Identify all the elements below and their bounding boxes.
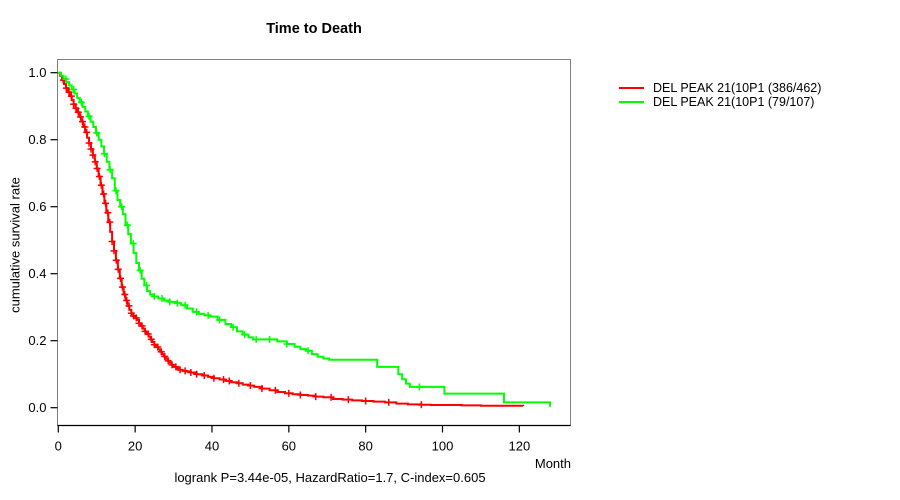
- legend-label-group2: DEL PEAK 21(10P1 (79/107): [653, 95, 815, 109]
- svg-text:20: 20: [128, 439, 142, 454]
- svg-text:1.0: 1.0: [28, 65, 46, 80]
- legend-label-group1: DEL PEAK 21(10P1 (386/462): [653, 81, 822, 95]
- legend-line-red: [619, 86, 644, 90]
- svg-text:120: 120: [508, 439, 530, 454]
- legend: DEL PEAK 21(10P1 (386/462) DEL PEAK 21(1…: [619, 81, 821, 109]
- svg-text:60: 60: [282, 439, 296, 454]
- svg-text:0.6: 0.6: [28, 199, 46, 214]
- legend-item-group2: DEL PEAK 21(10P1 (79/107): [619, 95, 821, 109]
- stats-annotation: logrank P=3.44e-05, HazardRatio=1.7, C-i…: [174, 470, 486, 485]
- svg-text:0.2: 0.2: [28, 333, 46, 348]
- y-axis-label: cumulative survival rate: [7, 177, 23, 313]
- svg-text:40: 40: [205, 439, 219, 454]
- svg-text:0.0: 0.0: [28, 400, 46, 415]
- svg-text:0.8: 0.8: [28, 132, 46, 147]
- legend-line-green: [619, 100, 644, 104]
- svg-text:0.4: 0.4: [28, 266, 46, 281]
- svg-text:80: 80: [358, 439, 372, 454]
- x-axis-label: Month: [534, 456, 571, 471]
- svg-text:0: 0: [55, 439, 62, 454]
- legend-item-group1: DEL PEAK 21(10P1 (386/462): [619, 81, 821, 95]
- chart-title: Time to Death: [266, 21, 362, 37]
- svg-text:100: 100: [432, 439, 454, 454]
